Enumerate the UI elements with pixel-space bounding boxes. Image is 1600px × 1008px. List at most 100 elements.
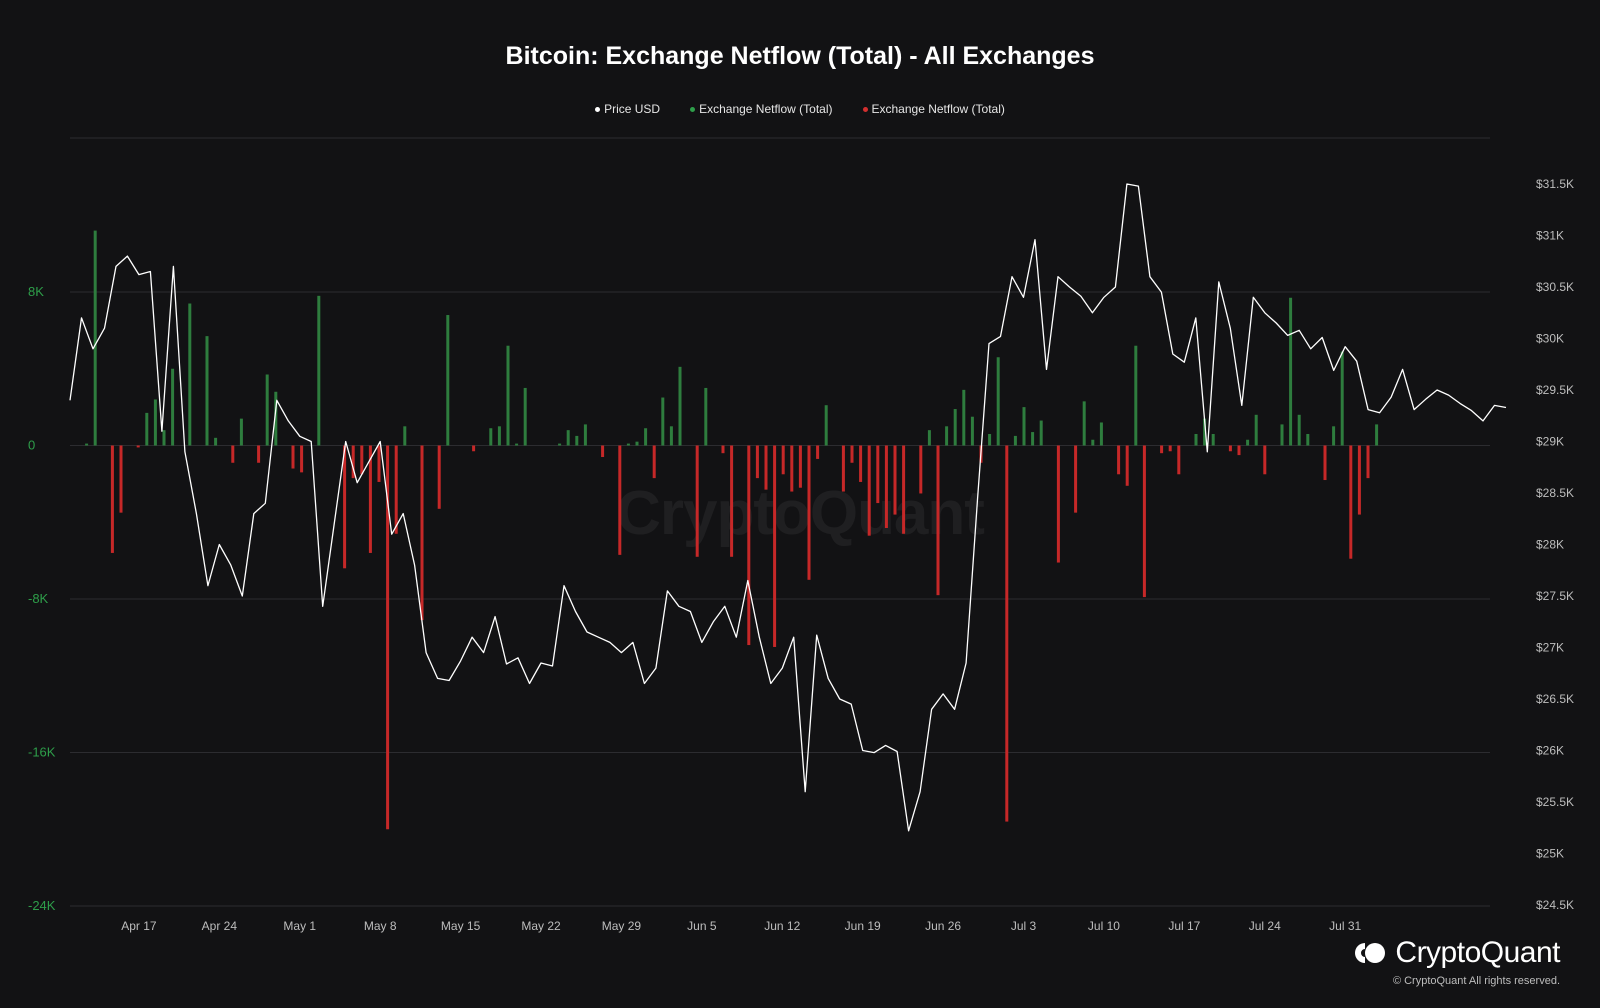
netflow-bar-positive [669, 426, 673, 446]
netflow-bar-negative [798, 445, 802, 488]
right-axis-tick-label: $30.5K [1536, 280, 1574, 294]
legend-item-price[interactable]: Price USD [595, 102, 660, 116]
left-axis-tick-label: -16K [28, 745, 56, 760]
netflow-bar-negative [377, 445, 381, 482]
netflow-bar-positive [704, 387, 708, 446]
watermark: CryptoQuant [616, 479, 985, 548]
netflow-bar-negative [1366, 445, 1370, 479]
right-axis: $31.5K $31K $30.5K $30K $29.5K $29K $28.5K $28K… [1536, 177, 1574, 912]
netflow-bar-negative [773, 445, 777, 647]
netflow-bar-negative [1263, 445, 1267, 475]
legend-item-netflow-negative[interactable]: Exchange Netflow (Total) [862, 102, 1005, 116]
right-axis-tick-label: $24.5K [1536, 898, 1574, 912]
x-axis-tick-label: Jul 31 [1329, 919, 1361, 933]
netflow-bar-positive [1246, 439, 1250, 446]
netflow-bar-negative [730, 445, 734, 557]
netflow-bar-positive [145, 412, 149, 446]
netflow-bar-negative [755, 445, 759, 479]
netflow-bar-positive [1280, 424, 1284, 446]
netflow-bar-positive [1203, 418, 1207, 446]
netflow-bar-negative [747, 445, 751, 646]
netflow-bar-positive [678, 366, 682, 446]
netflow-bar-positive [265, 374, 269, 446]
x-axis-tick-label: Apr 24 [202, 919, 238, 933]
netflow-bar-negative [1168, 445, 1172, 452]
right-axis-tick-label: $26K [1536, 744, 1564, 758]
netflow-bar-positive [1194, 433, 1198, 446]
netflow-bar-negative [841, 445, 845, 492]
netflow-bar-positive [317, 295, 321, 446]
netflow-bar-positive [583, 424, 587, 446]
netflow-bar-positive [489, 428, 493, 446]
x-axis: Apr 17 Apr 24 May 1 May 8 May 15 May 22 May 29… [121, 919, 1361, 933]
netflow-bar-negative [721, 445, 725, 454]
netflow-bar-positive [274, 391, 278, 446]
netflow-bar-negative [1056, 445, 1060, 563]
netflow-bar-positive [523, 387, 527, 446]
netflow-bar-positive [239, 418, 243, 446]
netflow-bar-negative [300, 445, 304, 473]
netflow-bar-negative [360, 445, 364, 475]
legend-dot-icon [690, 106, 696, 112]
netflow-bar-positive [1082, 401, 1086, 446]
netflow-bar-positive [162, 430, 166, 446]
netflow-bar-positive [558, 443, 562, 446]
netflow-bar-positive [824, 405, 828, 446]
x-axis-tick-label: Jul 3 [1011, 919, 1037, 933]
netflow-bar-negative [420, 445, 424, 621]
right-axis-tick-label: $28K [1536, 538, 1564, 552]
netflow-bar-negative [1177, 445, 1181, 475]
netflow-bar-negative [919, 445, 923, 494]
netflow-bar-negative [936, 445, 940, 596]
left-axis-tick-label: -24K [28, 898, 56, 913]
legend-label: Price USD [604, 102, 661, 116]
netflow-bar-negative [601, 445, 605, 458]
netflow-bar-negative [257, 445, 261, 463]
right-axis-tick-label: $31K [1536, 229, 1564, 243]
cryptoquant-logo-icon [1355, 943, 1386, 963]
x-axis-tick-label: May 15 [441, 919, 481, 933]
netflow-bar-positive [1091, 439, 1095, 446]
netflow-bar-positive [962, 389, 966, 446]
netflow-bar-positive [1289, 297, 1293, 446]
netflow-bar-negative [1228, 445, 1232, 452]
netflow-bar-negative [394, 445, 398, 534]
right-axis-tick-label: $27K [1536, 641, 1564, 655]
netflow-bar-positive [1099, 422, 1103, 446]
x-axis-tick-label: May 29 [602, 919, 642, 933]
netflow-bar-positive [1297, 414, 1301, 446]
netflow-bar-negative [110, 445, 114, 553]
gridlines [70, 137, 1490, 907]
netflow-bar-negative [291, 445, 295, 469]
netflow-bar-negative [1349, 445, 1353, 559]
netflow-bar-positive [953, 409, 957, 446]
x-axis-tick-label: Jun 19 [845, 919, 881, 933]
netflow-bar-negative [790, 445, 794, 492]
netflow-bar-negative [764, 445, 768, 490]
netflow-bar-negative [231, 445, 235, 463]
netflow-bar-positive [635, 441, 639, 446]
right-axis-tick-label: $25.5K [1536, 795, 1574, 809]
netflow-bar-positive [85, 443, 89, 446]
netflow-bar-positive [188, 303, 192, 446]
legend-item-netflow-positive[interactable]: Exchange Netflow (Total) [690, 102, 833, 116]
netflow-bar-negative [884, 445, 888, 529]
netflow-bar-positive [1211, 433, 1215, 446]
netflow-bar-negative [781, 445, 785, 475]
netflow-bar-positive [153, 399, 157, 446]
netflow-bar-negative [1357, 445, 1361, 515]
netflow-bar-negative [807, 445, 811, 580]
netflow-bar-positive [205, 336, 209, 446]
netflow-bar-positive [446, 315, 450, 446]
netflow-bar-negative [867, 445, 871, 536]
netflow-bar-negative [618, 445, 622, 555]
brand-logo: CryptoQuant [1353, 936, 1560, 970]
netflow-bar-positive [515, 443, 519, 446]
netflow-bar-negative [902, 445, 906, 534]
x-axis-tick-label: Jun 5 [687, 919, 717, 933]
netflow-bar-positive [626, 443, 630, 446]
left-axis-tick-label: 0 [28, 438, 35, 453]
netflow-bar-positive [945, 426, 949, 446]
netflow-bar-negative [695, 445, 699, 557]
